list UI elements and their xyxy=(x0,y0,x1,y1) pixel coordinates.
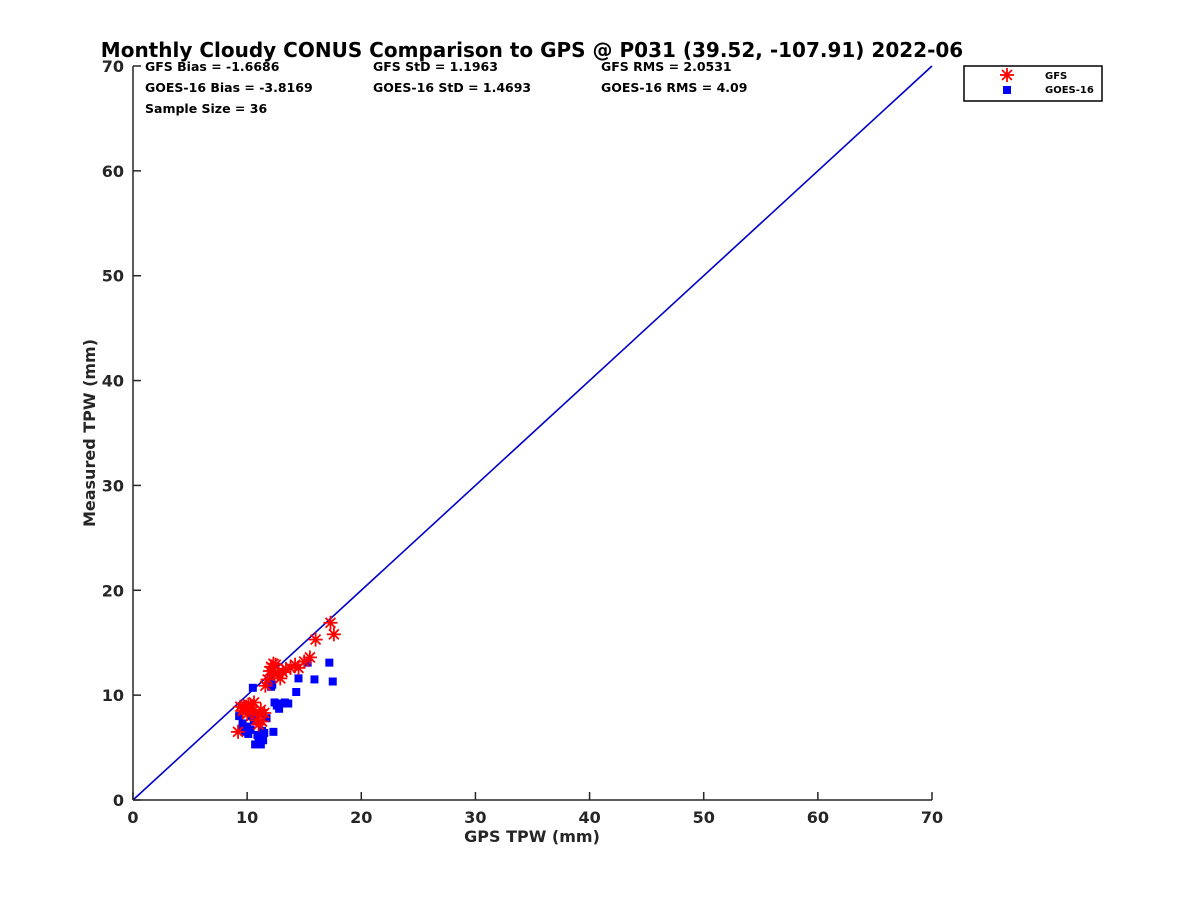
goes16-point xyxy=(269,727,278,736)
gfs-point xyxy=(308,632,323,647)
goes16-point xyxy=(252,708,261,717)
gfs-point xyxy=(253,702,268,717)
legend-goes-marker xyxy=(1003,86,1011,94)
goes16-point xyxy=(235,712,244,721)
data-points-layer xyxy=(231,615,341,749)
goes16-point xyxy=(310,675,319,684)
legend-gfs-marker xyxy=(1000,68,1014,82)
goes16-point xyxy=(275,704,284,713)
gfs-point xyxy=(231,724,246,739)
y-tick-label: 50 xyxy=(102,267,124,286)
x-tick-label: 60 xyxy=(807,808,829,827)
goes16-point xyxy=(257,726,266,735)
x-tick-label: 20 xyxy=(350,808,372,827)
gfs-point xyxy=(254,714,269,729)
y-tick-label: 10 xyxy=(102,686,124,705)
x-tick-label: 30 xyxy=(464,808,486,827)
x-tick-label: 70 xyxy=(921,808,943,827)
goes16-point xyxy=(255,734,264,743)
gfs-point xyxy=(302,650,317,665)
y-axis-label: Measured TPW (mm) xyxy=(80,339,99,527)
stat-goes-rms: GOES-16 RMS = 4.09 xyxy=(601,80,747,95)
goes16-point xyxy=(251,740,260,749)
y-tick-label: 40 xyxy=(102,372,124,391)
axes xyxy=(132,66,932,801)
gfs-point xyxy=(326,627,341,642)
gfs-point xyxy=(236,700,251,715)
y-tick-label: 30 xyxy=(102,476,124,495)
stat-goes-bias: GOES-16 Bias = -3.8169 xyxy=(145,80,313,95)
y-tick-label: 60 xyxy=(102,162,124,181)
goes16-point xyxy=(328,677,337,686)
legend-gfs-asterisk xyxy=(1000,68,1014,82)
goes16-point xyxy=(303,658,312,667)
goes16-point xyxy=(284,699,293,708)
gfs-point xyxy=(267,667,282,682)
stat-sample-size: Sample Size = 36 xyxy=(145,101,267,116)
y-tick-label: 70 xyxy=(102,57,124,76)
x-tick-label: 40 xyxy=(578,808,600,827)
stat-gfs-std: GFS StD = 1.1963 xyxy=(373,59,498,74)
goes16-point xyxy=(325,658,334,667)
goes16-point xyxy=(292,687,301,696)
legend: GFS GOES-16 xyxy=(963,65,1103,102)
y-tick-label: 20 xyxy=(102,581,124,600)
goes16-point xyxy=(238,719,247,728)
legend-goes-square xyxy=(1003,86,1011,94)
stat-gfs-bias: GFS Bias = -1.6686 xyxy=(145,59,280,74)
goes16-point xyxy=(294,674,303,683)
goes16-point xyxy=(248,683,257,692)
chart-title: Monthly Cloudy CONUS Comparison to GPS @… xyxy=(101,38,963,62)
legend-gfs-label: GFS xyxy=(1045,71,1067,82)
goes16-point xyxy=(256,740,265,749)
x-tick-label: 10 xyxy=(236,808,258,827)
ticks-layer: 0 10 20 30 40 50 60 70 0 10 20 30 40 50 60 70 xyxy=(102,57,943,827)
x-axis-label: GPS TPW (mm) xyxy=(464,827,600,846)
stat-goes-std: GOES-16 StD = 1.4693 xyxy=(373,80,531,95)
goes16-point xyxy=(246,725,255,734)
x-tick-label: 0 xyxy=(127,808,138,827)
legend-goes-label: GOES-16 xyxy=(1045,85,1094,96)
stat-gfs-rms: GFS RMS = 2.0531 xyxy=(601,59,732,74)
gfs-point xyxy=(258,678,273,693)
gfs-point xyxy=(323,615,338,630)
goes16-point xyxy=(262,714,271,723)
y-tick-label: 0 xyxy=(113,791,124,810)
goes16-point xyxy=(244,729,253,738)
legend-box xyxy=(963,65,1103,102)
x-tick-label: 50 xyxy=(693,808,715,827)
